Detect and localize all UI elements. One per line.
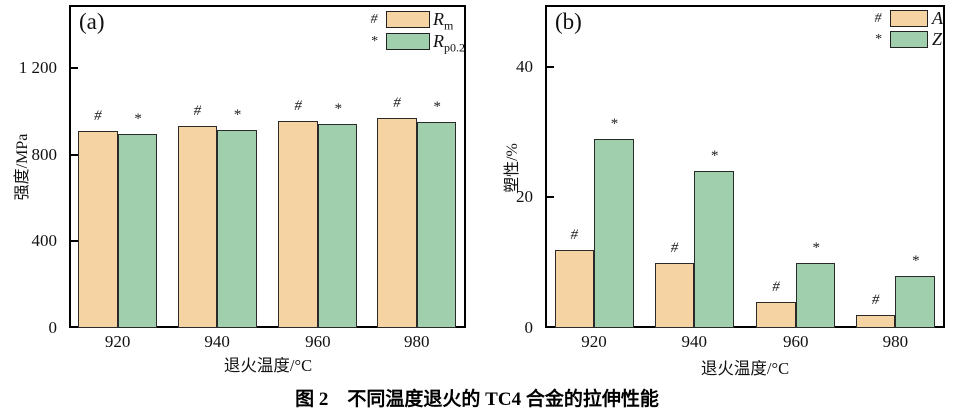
bar-marker: * <box>610 115 618 132</box>
x-tick-label: 920 <box>104 332 131 351</box>
legend-marker: # <box>370 12 378 27</box>
legend-swatch <box>386 11 430 28</box>
bar-marker: # <box>871 291 880 308</box>
bar-Rp0.2-980 <box>416 122 457 328</box>
bar-Z-980 <box>895 275 935 328</box>
bar-A-980 <box>855 314 896 328</box>
y-tick-label: 0 <box>48 318 58 337</box>
panel-label-a: (a) <box>79 9 105 34</box>
legend-label: Rp0.2 <box>433 30 465 55</box>
y-tick-label: 20 <box>516 187 533 207</box>
bar-A-960 <box>756 301 796 328</box>
bar-marker: # <box>570 226 579 243</box>
legend-label-subscript: m <box>444 18 454 33</box>
legend-label-main: A <box>932 8 943 28</box>
y-tick-label: 800 <box>31 144 58 164</box>
legend-label: A <box>932 7 943 29</box>
bar-marker: * <box>133 110 142 127</box>
bar-marker: # <box>193 103 202 120</box>
y-tick-label: 400 <box>31 231 58 251</box>
y-axis-title-b: 塑性/% <box>504 143 521 193</box>
legend-marker: # <box>874 11 882 26</box>
y-tick-mark <box>547 196 554 199</box>
legend-swatch <box>386 33 430 50</box>
legend-marker: * <box>370 34 378 49</box>
bar-marker: * <box>911 252 919 269</box>
bar-A-920 <box>554 249 594 328</box>
bar-Rm-920 <box>78 130 118 328</box>
x-tick-label: 960 <box>783 332 809 351</box>
bar-marker: * <box>710 148 718 165</box>
y-tick-label: 1 200 <box>18 57 57 77</box>
x-tick-label: 920 <box>581 332 607 351</box>
bar-marker: # <box>94 107 102 124</box>
x-tick-label: 980 <box>404 332 430 351</box>
x-tick-label: 980 <box>882 332 909 351</box>
bar-marker: * <box>233 107 241 124</box>
bar-marker: # <box>772 278 780 295</box>
bar-Rp0.2-940 <box>217 130 257 328</box>
legend-swatch <box>890 10 928 27</box>
legend-label: Z <box>932 28 942 50</box>
legend-label-main: R <box>433 9 444 29</box>
bar-Z-940 <box>694 171 734 328</box>
y-tick-mark <box>71 153 78 156</box>
bar-marker: * <box>333 101 342 118</box>
x-tick-label: 940 <box>681 332 707 351</box>
bar-marker: # <box>294 97 302 114</box>
x-tick-label: 940 <box>204 332 230 351</box>
legend-label-main: Z <box>932 29 943 49</box>
bar-marker: * <box>432 99 441 116</box>
bar-Rm-980 <box>377 117 417 328</box>
bar-Rp0.2-960 <box>317 124 358 328</box>
figure-caption: 图 2 不同温度退火的 TC4 合金的拉伸性能 <box>295 389 659 410</box>
legend-label: Rm <box>433 8 454 33</box>
x-axis-title-a: 退火温度/°C <box>223 356 313 375</box>
bar-A-940 <box>654 262 695 328</box>
bar-Rp0.2-920 <box>117 133 158 328</box>
y-tick-label: 40 <box>516 56 533 76</box>
bar-marker: # <box>670 239 679 256</box>
legend-label-main: R <box>433 31 444 51</box>
bar-Z-960 <box>795 262 836 328</box>
bar-Rm-940 <box>177 126 218 328</box>
legend-swatch <box>890 31 928 48</box>
bar-marker: # <box>393 94 401 111</box>
y-tick-mark <box>71 66 78 69</box>
legend-marker: * <box>874 32 882 47</box>
bar-Z-920 <box>594 138 634 328</box>
x-tick-label: 960 <box>305 332 331 351</box>
x-axis-title-b: 退火温度/°C <box>700 359 790 378</box>
y-tick-mark <box>71 240 78 243</box>
y-tick-label: 0 <box>524 318 534 337</box>
legend-label-subscript: p0.2 <box>444 40 465 55</box>
y-tick-mark <box>547 65 554 68</box>
bar-marker: * <box>811 239 820 256</box>
panel-label-b: (b) <box>555 9 582 34</box>
bar-Rm-960 <box>278 120 318 328</box>
